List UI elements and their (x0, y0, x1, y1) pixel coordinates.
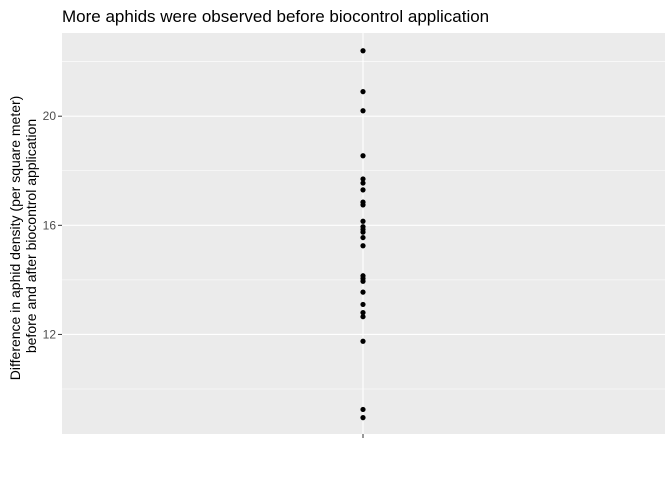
data-point (360, 289, 366, 295)
y-tick-labels: 12 16 20 (43, 109, 57, 341)
y-tick-label: 16 (43, 218, 57, 232)
data-point (360, 314, 366, 320)
y-axis-label-line-1: Difference in aphid density (per square … (7, 96, 23, 381)
y-axis-label: Difference in aphid density (per square … (7, 92, 39, 380)
y-tick-label: 12 (43, 327, 57, 341)
data-point (360, 310, 366, 316)
chart-title: More aphids were observed before biocont… (62, 7, 489, 26)
data-point (360, 234, 366, 241)
y-tick-label: 20 (43, 109, 57, 123)
data-point (360, 89, 366, 95)
data-point (360, 202, 366, 208)
data-point (360, 176, 366, 182)
data-point (360, 108, 366, 114)
data-point (360, 415, 366, 421)
data-point (360, 153, 366, 159)
axis-ticks (58, 115, 364, 438)
data-point (360, 187, 366, 193)
data-point (360, 338, 366, 344)
data-point (360, 180, 366, 186)
data-point (360, 218, 366, 224)
data-points (360, 48, 366, 421)
data-point (360, 301, 366, 308)
data-point (360, 406, 366, 413)
data-point (360, 243, 366, 249)
data-point (360, 229, 366, 235)
y-axis-label-line-2: before and after biocontrol application (23, 119, 39, 353)
data-point (360, 278, 366, 284)
data-point (360, 48, 366, 54)
